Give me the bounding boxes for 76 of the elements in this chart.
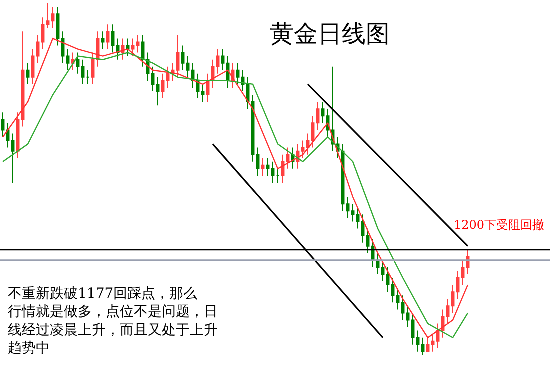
- candlestick: [106, 24, 110, 50]
- candlestick: [161, 73, 165, 100]
- candlestick: [391, 278, 395, 304]
- candlestick: [316, 102, 320, 131]
- candlestick: [236, 62, 240, 85]
- candlestick: [431, 334, 435, 352]
- candlestick: [396, 288, 400, 310]
- candlestick: [241, 70, 245, 92]
- candlestick: [176, 34, 180, 78]
- candlestick: [121, 38, 125, 60]
- candlestick: [266, 158, 270, 176]
- candlestick: [451, 284, 455, 314]
- candlestick: [356, 207, 360, 230]
- annotation: 不重新跌破1177回踩点，那么行情就是做多，点位不是问题，日线经过凌晨上升，而且又处于上升趋势中: [8, 286, 218, 357]
- candlestick: [21, 31, 25, 128]
- candlestick: [406, 306, 410, 328]
- candlestick: [91, 52, 95, 85]
- candlestick: [181, 45, 185, 71]
- candlestick: [271, 161, 275, 184]
- candlestick: [186, 56, 190, 78]
- candlestick: [446, 298, 450, 324]
- candlestick: [76, 52, 80, 74]
- candlestick: [286, 147, 290, 170]
- candlestick: [26, 62, 30, 85]
- candlestick: [151, 66, 155, 92]
- candlestick: [11, 133, 15, 184]
- candlestick: [1, 112, 5, 138]
- candlestick: [66, 48, 70, 71]
- candlestick: [376, 252, 380, 275]
- candlestick: [421, 337, 425, 356]
- candlestick: [461, 260, 465, 286]
- candlestick: [221, 48, 225, 71]
- candlestick: [51, 6, 55, 29]
- candlestick: [261, 158, 265, 176]
- candlestick: [351, 204, 355, 222]
- candlestick: [61, 31, 65, 64]
- candlestick: [126, 38, 130, 57]
- candlestick: [416, 330, 420, 352]
- candlestick: [101, 31, 105, 50]
- candlestick: [346, 196, 350, 219]
- candlestick: [321, 102, 325, 124]
- candlestick: [116, 38, 120, 60]
- candlestick: [381, 260, 385, 282]
- candlestick: [36, 34, 40, 64]
- candlestick: [71, 52, 75, 71]
- candlestick: [141, 34, 145, 68]
- candlestick: [311, 116, 315, 148]
- candlestick: [256, 147, 260, 176]
- candlestick: [306, 133, 310, 156]
- candlestick: [201, 84, 205, 103]
- candlestick: [436, 323, 440, 349]
- candlestick: [276, 168, 280, 184]
- candlestick: [281, 154, 285, 184]
- candlestick: [86, 70, 90, 85]
- annotation: 1200下受阻回撤: [454, 218, 545, 232]
- candlestick: [166, 66, 170, 88]
- candlestick: [401, 295, 405, 321]
- candlestick: [301, 140, 305, 159]
- candlestick: [361, 214, 365, 244]
- candlestick: [6, 122, 10, 148]
- candlestick: [366, 228, 370, 254]
- candlestick: [31, 48, 35, 85]
- candlestick: [111, 24, 115, 54]
- candlestick: [131, 38, 135, 57]
- candlestick: [386, 266, 390, 293]
- candlestick: [56, 6, 60, 46]
- candlestick: [426, 337, 430, 352]
- candlestick: [46, 3, 50, 29]
- candlestick: [136, 34, 140, 54]
- candlestick: [81, 59, 85, 85]
- candlestick: [216, 48, 220, 74]
- candlestick: [411, 312, 415, 346]
- candlestick: [156, 76, 160, 106]
- candlestick: [41, 17, 45, 50]
- text: 黄金日线图: [270, 20, 390, 48]
- candlestick: [456, 270, 460, 300]
